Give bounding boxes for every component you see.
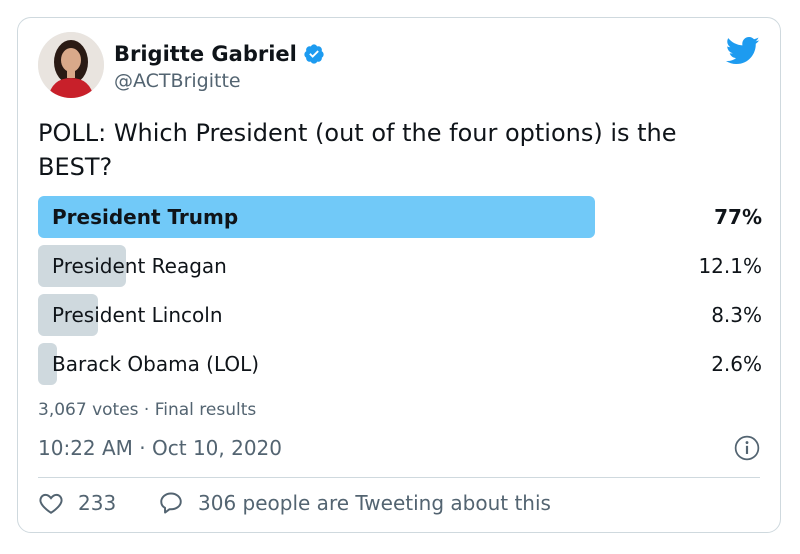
poll-summary: 3,067 votes · Final results	[38, 400, 257, 420]
poll-option-2: President Reagan 12.1%	[38, 245, 762, 287]
poll-bar	[38, 196, 595, 238]
poll-option-label: President Reagan	[52, 254, 227, 278]
poll-bar	[38, 343, 57, 385]
info-icon[interactable]	[734, 435, 760, 461]
avatar[interactable]	[38, 32, 104, 98]
poll-option-4: Barack Obama (LOL) 2.6%	[38, 343, 762, 385]
poll-option-label: President Trump	[52, 205, 239, 229]
poll-option-3: President Lincoln 8.3%	[38, 294, 762, 336]
discussion-text: 306 people are Tweeting about this	[198, 491, 551, 515]
poll-bar	[38, 245, 126, 287]
tweet-text: POLL: Which President (out of the four o…	[38, 119, 677, 181]
author-name-row[interactable]: Brigitte Gabriel	[114, 42, 325, 66]
poll-option-label: President Lincoln	[52, 303, 223, 327]
poll-option-1: President Trump 77%	[38, 196, 762, 238]
poll-bar	[38, 294, 98, 336]
verified-badge-icon	[304, 44, 324, 64]
tweet-timestamp[interactable]: 10:22 AM · Oct 10, 2020	[38, 436, 283, 460]
like-count: 233	[78, 491, 117, 515]
author-handle[interactable]: @ACTBrigitte	[114, 70, 241, 92]
poll-option-percent: 12.1%	[698, 254, 762, 278]
heart-icon	[39, 493, 63, 514]
poll-option-percent: 8.3%	[711, 303, 762, 327]
poll-option-label: Barack Obama (LOL)	[52, 352, 260, 376]
speech-bubble-icon	[160, 492, 182, 514]
discussion-link[interactable]: 306 people are Tweeting about this	[158, 490, 551, 516]
twitter-bird-icon[interactable]	[726, 36, 760, 66]
poll-option-percent: 2.6%	[711, 352, 762, 376]
divider	[38, 477, 760, 478]
poll-option-percent: 77%	[714, 205, 762, 229]
like-button[interactable]: 233	[38, 490, 116, 516]
tweet-card: Brigitte Gabriel @ACTBrigitte POLL: Whic…	[17, 17, 781, 533]
author-name[interactable]: Brigitte Gabriel	[114, 42, 297, 66]
